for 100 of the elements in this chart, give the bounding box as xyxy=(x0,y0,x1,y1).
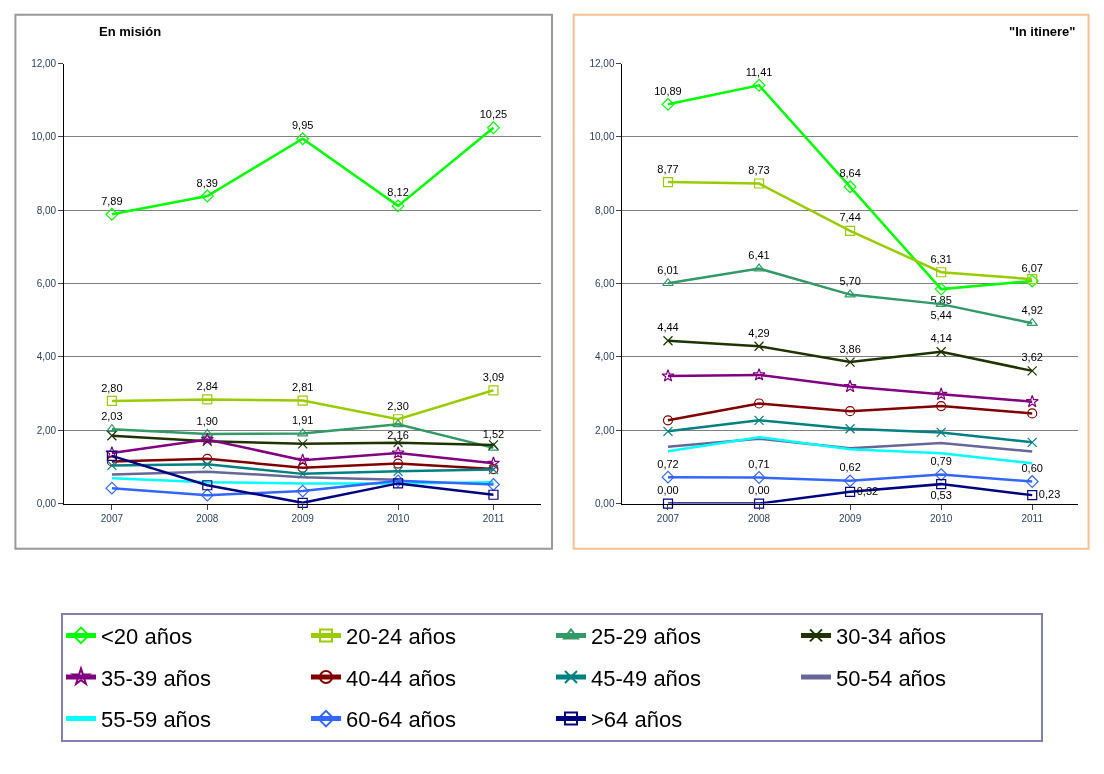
legend-label: 55-59 años xyxy=(101,707,212,733)
legend-label: 25-29 años xyxy=(591,623,702,649)
data-label: 6,01 xyxy=(657,263,679,276)
data-label: 8,12 xyxy=(387,186,409,199)
point xyxy=(1027,408,1038,419)
data-label: 4,29 xyxy=(748,326,770,339)
point xyxy=(106,450,117,461)
data-label: 3,62 xyxy=(1021,351,1043,364)
point xyxy=(843,474,857,488)
point xyxy=(200,189,214,203)
data-label: 4,14 xyxy=(930,332,952,345)
data-label: 7,44 xyxy=(839,211,861,224)
point xyxy=(200,488,214,502)
legend-label: 60-64 años xyxy=(346,707,457,733)
point xyxy=(392,478,404,489)
point xyxy=(662,498,674,509)
point xyxy=(105,446,119,459)
point xyxy=(934,387,948,401)
data-label: 0,00 xyxy=(748,484,770,497)
point xyxy=(296,453,310,466)
point xyxy=(202,480,213,491)
point xyxy=(843,180,857,194)
point xyxy=(662,426,674,437)
chart-title: "In itinere" xyxy=(1009,24,1076,39)
point xyxy=(487,121,500,135)
data-label: 0,72 xyxy=(657,457,679,470)
point xyxy=(200,432,214,446)
point xyxy=(844,289,856,298)
data-label: 2,81 xyxy=(291,381,314,394)
point xyxy=(845,225,856,236)
point xyxy=(752,78,766,92)
point xyxy=(1027,437,1038,448)
point xyxy=(845,486,856,497)
point xyxy=(753,498,765,509)
point xyxy=(488,385,499,396)
data-label: 2,80 xyxy=(101,381,123,394)
point xyxy=(843,379,857,393)
point xyxy=(202,453,213,464)
data-label: 0,79 xyxy=(930,455,952,468)
point xyxy=(202,436,213,447)
point xyxy=(753,341,765,352)
data-label: 0,53 xyxy=(930,489,952,502)
point xyxy=(106,395,117,407)
y-tick-label: 4,00 xyxy=(594,351,615,363)
point xyxy=(105,481,119,495)
point xyxy=(845,406,856,417)
point xyxy=(936,346,947,357)
y-tick-label: 4,00 xyxy=(36,351,57,363)
point xyxy=(202,459,213,470)
data-label: 3,86 xyxy=(839,342,861,355)
x-tick-label: 2007 xyxy=(656,512,680,524)
data-label: 4,44 xyxy=(657,321,679,334)
point xyxy=(392,419,404,428)
y-tick-label: 6,00 xyxy=(36,278,57,290)
legend-label: <20 años xyxy=(101,623,193,649)
point xyxy=(934,282,948,296)
data-label: 8,39 xyxy=(196,176,218,189)
x-tick-label: 2010 xyxy=(386,512,410,524)
point xyxy=(936,267,947,278)
point xyxy=(661,369,675,382)
data-label: 0,00 xyxy=(657,484,679,497)
data-label: 0,60 xyxy=(1021,462,1043,475)
x-tick-label: 2011 xyxy=(482,512,505,524)
chart-title: En misión xyxy=(99,24,162,39)
data-label: 2,16 xyxy=(387,429,409,442)
data-label: 8,77 xyxy=(657,162,679,175)
point xyxy=(392,466,404,477)
point xyxy=(297,462,308,473)
point xyxy=(297,468,308,479)
data-label: 9,95 xyxy=(291,119,314,132)
x-tick-label: 2007 xyxy=(100,512,124,524)
y-tick-label: 10,00 xyxy=(31,131,57,143)
legend-label: 35-39 años xyxy=(101,665,212,691)
data-label: 7,89 xyxy=(101,194,123,207)
point xyxy=(1025,394,1039,408)
point xyxy=(106,456,117,467)
point xyxy=(391,199,405,213)
y-tick-label: 6,00 xyxy=(594,278,615,290)
point xyxy=(753,263,765,272)
point xyxy=(662,278,674,287)
data-label: 5,70 xyxy=(839,275,861,288)
point xyxy=(753,178,765,189)
point xyxy=(106,430,117,441)
point xyxy=(934,468,948,482)
point xyxy=(661,97,675,111)
data-label: 4,92 xyxy=(1021,303,1043,316)
x-tick-label: 2008 xyxy=(747,512,771,524)
data-label: 8,73 xyxy=(748,164,770,177)
data-label: 2,30 xyxy=(387,399,409,412)
point xyxy=(488,489,499,500)
point xyxy=(296,132,310,146)
point xyxy=(1025,475,1039,489)
point xyxy=(297,438,308,449)
data-label: 1,90 xyxy=(196,414,218,427)
data-label: 2,84 xyxy=(196,380,218,393)
data-label: 2,03 xyxy=(101,409,123,422)
point xyxy=(753,398,765,409)
point xyxy=(845,423,856,434)
point xyxy=(662,335,674,346)
point xyxy=(106,460,117,471)
